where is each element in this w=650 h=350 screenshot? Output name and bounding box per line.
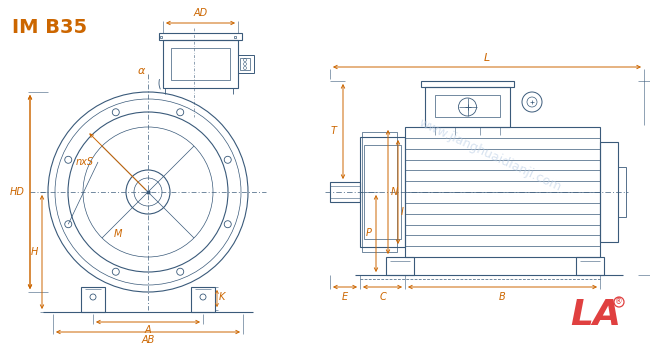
Bar xyxy=(576,257,604,275)
Text: B: B xyxy=(499,292,506,302)
Text: α: α xyxy=(137,66,145,76)
Text: AB: AB xyxy=(141,335,155,345)
Bar xyxy=(163,40,238,88)
Bar xyxy=(171,48,230,80)
Text: L: L xyxy=(484,53,490,63)
Text: www.jianghuaidianji.com: www.jianghuaidianji.com xyxy=(417,116,564,194)
Bar xyxy=(362,132,397,252)
Text: nxS: nxS xyxy=(76,157,94,167)
Bar xyxy=(435,95,500,117)
Text: T: T xyxy=(331,126,337,136)
Text: H: H xyxy=(31,247,38,257)
Bar xyxy=(386,257,414,275)
Bar xyxy=(240,58,250,70)
Text: LA: LA xyxy=(571,298,621,332)
Text: I: I xyxy=(401,207,404,217)
Text: N: N xyxy=(391,187,398,197)
Text: P: P xyxy=(366,229,372,238)
Bar xyxy=(425,87,510,127)
Text: E: E xyxy=(342,292,348,302)
Bar xyxy=(600,142,618,242)
Bar xyxy=(421,81,514,87)
Text: HD: HD xyxy=(10,187,25,197)
Bar xyxy=(364,145,401,239)
Bar xyxy=(191,287,215,312)
Text: IM B35: IM B35 xyxy=(12,18,87,37)
Text: C: C xyxy=(379,292,386,302)
Bar xyxy=(81,287,105,312)
Bar xyxy=(405,127,600,257)
Text: K: K xyxy=(219,292,226,302)
Text: A: A xyxy=(145,325,151,335)
Text: ®: ® xyxy=(616,298,623,307)
Bar xyxy=(618,167,626,217)
Bar xyxy=(159,33,242,40)
Bar xyxy=(360,137,405,247)
Bar xyxy=(330,182,360,202)
Bar xyxy=(238,55,254,73)
Text: AD: AD xyxy=(194,8,207,18)
Text: M: M xyxy=(114,229,122,239)
